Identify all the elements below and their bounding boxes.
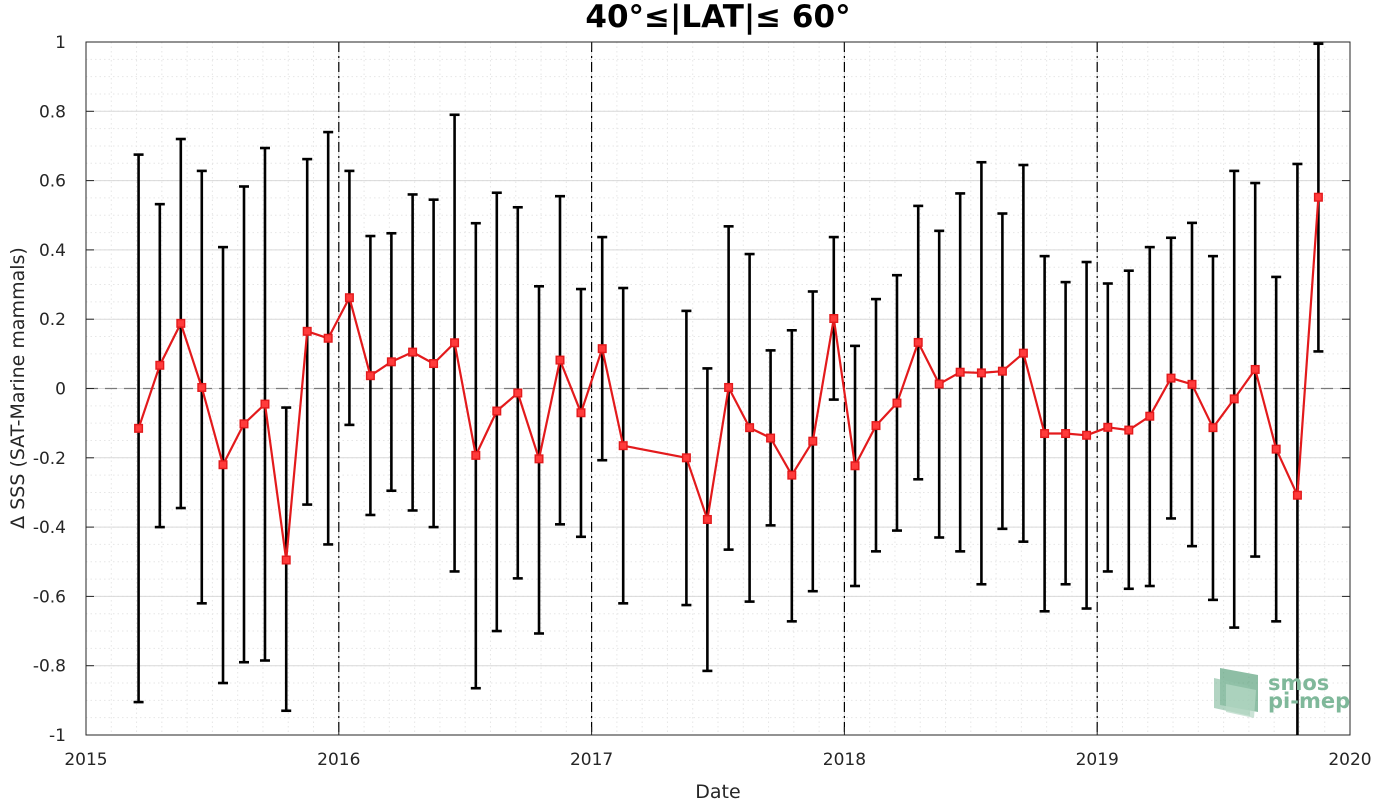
- x-axis-label: Date: [695, 781, 740, 801]
- x-tick-label: 2015: [64, 750, 107, 770]
- chart-title: 40°≤|LAT|≤ 60°: [585, 0, 850, 35]
- data-point-marker: [260, 399, 270, 409]
- data-point-marker: [1040, 429, 1050, 439]
- data-point-marker: [702, 514, 712, 524]
- data-point-marker: [555, 355, 565, 365]
- y-tick-label: 0: [55, 380, 66, 400]
- data-point-marker: [429, 359, 439, 369]
- data-point-marker: [134, 423, 144, 433]
- data-point-marker: [913, 337, 923, 347]
- data-point-marker: [766, 433, 776, 443]
- smos-pimep-logo: smos pi-mep: [1214, 668, 1350, 718]
- data-point-marker: [1208, 423, 1218, 433]
- axis-ticks: [85, 41, 1351, 736]
- data-point-marker: [450, 338, 460, 348]
- x-tick-label: 2016: [317, 750, 360, 770]
- data-point-marker: [745, 423, 755, 433]
- data-point-marker: [323, 333, 333, 343]
- data-point-marker: [1018, 348, 1028, 358]
- data-point-marker: [365, 371, 375, 381]
- x-tick-label: 2019: [1076, 750, 1119, 770]
- y-tick-label: 0.8: [39, 102, 66, 122]
- data-point-marker: [534, 454, 544, 464]
- y-tick-label: 1: [55, 33, 66, 53]
- x-tick-label: 2018: [823, 750, 866, 770]
- data-point-marker: [576, 408, 586, 418]
- data-point-marker: [1124, 425, 1134, 435]
- x-tick-labels: 2015 2016 2017 2018 2019 2020: [64, 750, 1371, 770]
- data-point-marker: [871, 421, 881, 431]
- y-tick-label: 0.4: [39, 241, 66, 261]
- y-tick-label: -0.6: [33, 587, 66, 607]
- y-axis-label: Δ SSS (SAT-Marine mammals): [7, 247, 29, 529]
- data-point-marker: [597, 344, 607, 354]
- data-point-marker: [1082, 430, 1092, 440]
- logo-text-line2: pi-mep: [1268, 689, 1350, 713]
- data-point-marker: [218, 460, 228, 470]
- data-point-marker: [1229, 394, 1239, 404]
- data-point-marker: [1313, 192, 1323, 202]
- data-point-marker: [344, 293, 354, 303]
- data-point-marker: [724, 382, 734, 392]
- smos-logo-icon: [1214, 668, 1258, 718]
- y-tick-label: -1: [49, 726, 66, 746]
- data-point-marker: [829, 314, 839, 324]
- data-point-marker: [618, 441, 628, 451]
- data-point-marker: [1061, 429, 1071, 439]
- data-point-marker: [471, 450, 481, 460]
- data-point-marker: [787, 470, 797, 480]
- data-point-marker: [1103, 422, 1113, 432]
- data-point-marker: [1166, 373, 1176, 383]
- y-tick-label: -0.4: [33, 518, 66, 538]
- x-tick-label: 2017: [570, 750, 613, 770]
- data-point-marker: [492, 406, 502, 416]
- data-point-marker: [955, 367, 965, 377]
- data-point-marker: [1292, 490, 1302, 500]
- data-point-marker: [1187, 379, 1197, 389]
- data-point-marker: [976, 368, 986, 378]
- data-markers: [134, 192, 1323, 565]
- data-point-marker: [176, 318, 186, 328]
- data-point-marker: [1250, 364, 1260, 374]
- y-tick-label: 0.2: [39, 310, 66, 330]
- data-point-marker: [850, 461, 860, 471]
- y-tick-labels: -1 -0.8 -0.6 -0.4 -0.2 0 0.2 0.4 0.6 0.8 1: [33, 33, 66, 746]
- data-point-marker: [155, 360, 165, 370]
- y-tick-label: -0.8: [33, 657, 66, 677]
- x-tick-label: 2020: [1328, 750, 1371, 770]
- data-point-marker: [513, 388, 523, 398]
- data-point-marker: [239, 419, 249, 429]
- y-tick-label: 0.6: [39, 172, 66, 192]
- data-point-marker: [997, 366, 1007, 376]
- data-point-marker: [934, 379, 944, 389]
- data-point-marker: [1145, 411, 1155, 421]
- data-point-marker: [408, 347, 418, 357]
- y-tick-label: -0.2: [33, 449, 66, 469]
- data-point-marker: [281, 555, 291, 565]
- data-point-marker: [386, 357, 396, 367]
- data-point-marker: [197, 382, 207, 392]
- data-point-marker: [681, 453, 691, 463]
- data-point-marker: [1271, 444, 1281, 454]
- data-point-marker: [302, 326, 312, 336]
- data-point-marker: [892, 398, 902, 408]
- data-point-marker: [808, 436, 818, 446]
- logo-text-line1: smos: [1268, 671, 1329, 695]
